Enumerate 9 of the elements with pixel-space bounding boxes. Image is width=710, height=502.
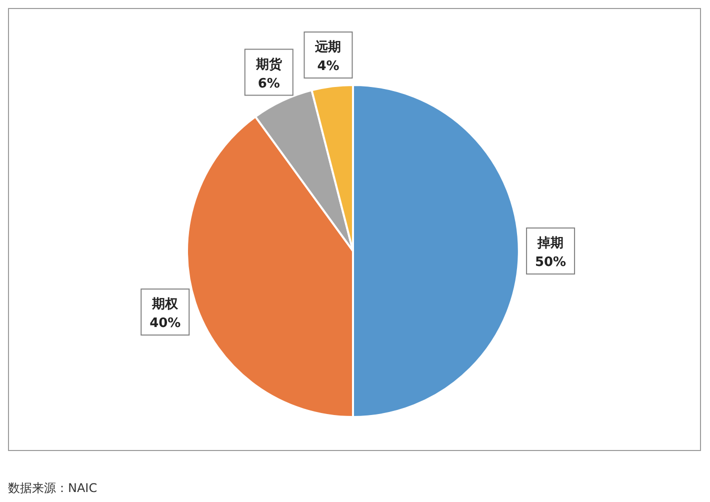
annotation: 数据来源：NAIC xyxy=(8,481,98,495)
data-label: 4% xyxy=(317,59,340,74)
slice-label: 远期 xyxy=(314,40,342,56)
slice-label: 期权 xyxy=(151,297,180,312)
data-label: 40% xyxy=(150,316,181,332)
slice-label: 期货 xyxy=(254,56,283,72)
data-label: 50% xyxy=(534,255,566,270)
data-label: 6% xyxy=(258,76,280,92)
slice-label: 掉期 xyxy=(536,236,564,251)
